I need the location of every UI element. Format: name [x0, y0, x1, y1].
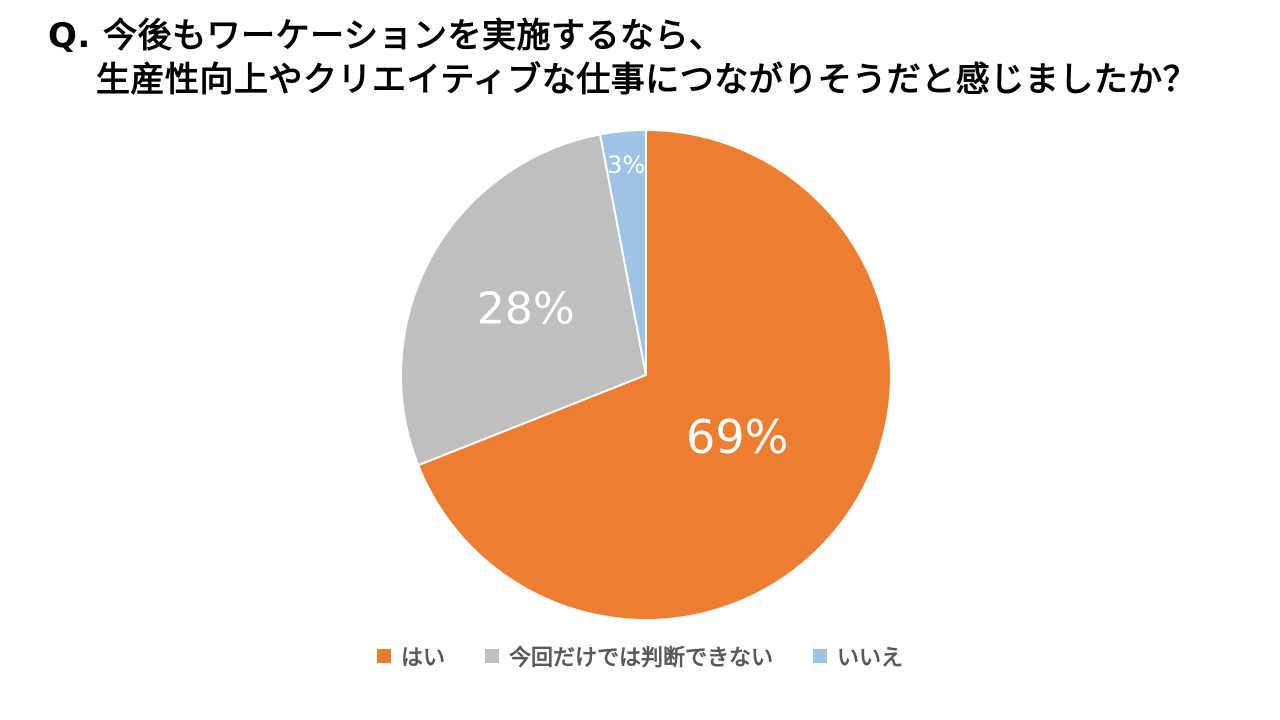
legend-item-yes: はい: [376, 640, 445, 672]
chart-title: Q. 今後もワーケーションを実施するなら、 生産性向上やクリエイティブな仕事につ…: [48, 14, 1248, 102]
pie-slices: [400, 128, 892, 621]
pie-labels: 69% 28% 3%: [477, 151, 788, 464]
data-label-no: 3%: [607, 151, 645, 179]
chart-legend: はい 今回だけでは判断できない いいえ: [0, 640, 1280, 672]
legend-label-yes: はい: [400, 646, 445, 671]
legend-item-no: いいえ: [813, 640, 903, 672]
chart-title-line-2: 生産性向上やクリエイティブな仕事につながりそうだと感じましたか？: [96, 60, 1198, 100]
legend-item-undecided: 今回だけでは判断できない: [484, 640, 773, 672]
legend-label-no: いいえ: [837, 646, 904, 671]
pie-slice-yes: [416, 128, 892, 621]
pie-slice-no: [598, 128, 647, 376]
data-label-undecided: 28%: [477, 283, 575, 334]
legend-swatch-no: [813, 649, 827, 663]
pie-slice-undecided: [400, 133, 648, 467]
data-label-yes: 69%: [686, 410, 788, 464]
legend-swatch-undecided: [484, 649, 499, 663]
legend-label-undecided: 今回だけでは判断できない: [508, 646, 773, 671]
chart-title-line-1: Q. 今後もワーケーションを実施するなら、: [48, 16, 724, 56]
legend-swatch-yes: [376, 649, 391, 663]
